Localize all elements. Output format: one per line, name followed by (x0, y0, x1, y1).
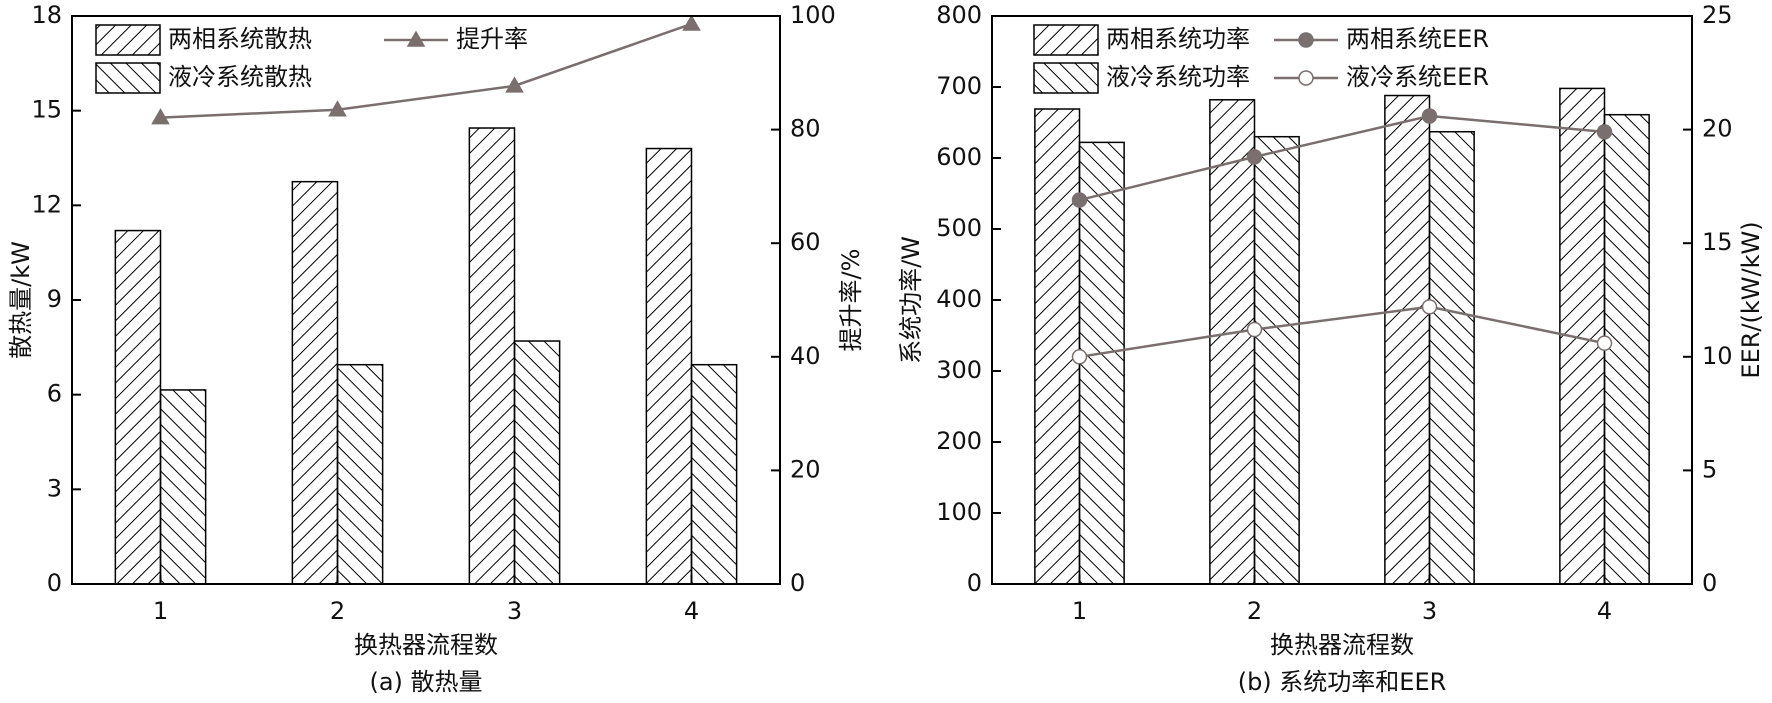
y-axis-label: 系统功率/W (897, 236, 925, 364)
bar (114, 229, 162, 585)
y-tick-label: 3 (47, 474, 62, 502)
y2-tick-label: 25 (1702, 1, 1733, 29)
bar (1034, 108, 1081, 585)
line-marker (328, 100, 347, 117)
y-tick-label: 12 (31, 190, 62, 218)
bar (1253, 135, 1300, 585)
y-axis-label: 散热量/kW (7, 241, 35, 359)
y-tick-label: 300 (936, 356, 982, 384)
bar (1078, 141, 1125, 585)
y-tick-label: 0 (47, 569, 62, 597)
legend-swatch (1033, 24, 1099, 56)
line-marker (682, 14, 701, 31)
y2-axis-label: EER/(kW/kW) (1737, 221, 1765, 378)
y-tick-label: 9 (47, 285, 62, 313)
y-tick-label: 500 (936, 214, 982, 242)
y-tick-label: 200 (936, 427, 982, 455)
line-marker (1071, 192, 1088, 208)
legend-label: 两相系统EER (1346, 25, 1489, 53)
y2-tick-label: 60 (790, 228, 821, 256)
y-tick-label: 6 (47, 380, 62, 408)
x-tick-label: 1 (1072, 597, 1087, 625)
x-tick-label: 4 (1597, 597, 1612, 625)
line-marker (1596, 124, 1613, 140)
bar (1603, 113, 1650, 585)
legend-swatch (95, 24, 161, 56)
line-marker (1071, 349, 1088, 365)
line-marker (1246, 321, 1263, 338)
bar (645, 147, 693, 585)
x-tick-label: 3 (507, 597, 522, 625)
bar (1209, 99, 1256, 585)
x-tick-label: 3 (1422, 597, 1437, 625)
legend-label: 液冷系统EER (1346, 63, 1489, 91)
y-tick-label: 100 (936, 498, 982, 526)
y2-tick-label: 0 (790, 569, 805, 597)
legend-marker (1298, 70, 1314, 86)
bar (336, 363, 384, 585)
y-tick-label: 400 (936, 285, 982, 313)
y2-tick-label: 15 (1702, 228, 1733, 256)
x-tick-label: 4 (684, 597, 699, 625)
chart-title: (a) 散热量 (369, 668, 482, 696)
x-axis-label: 换热器流程数 (354, 631, 498, 659)
x-tick-label: 1 (153, 597, 168, 625)
y-tick-label: 15 (31, 96, 62, 124)
line-series (160, 22, 692, 119)
legend-marker (1298, 32, 1314, 48)
legend-marker (406, 30, 426, 47)
bar (513, 340, 561, 585)
legend-label: 液冷系统散热 (168, 63, 312, 91)
legend-label: 两相系统散热 (168, 25, 312, 53)
y2-tick-label: 20 (1702, 115, 1733, 143)
line-marker (505, 76, 524, 93)
y2-axis-label: 提升率/% (837, 249, 865, 352)
chart-title: (b) 系统功率和EER (1238, 668, 1447, 696)
legend-label: 两相系统功率 (1106, 25, 1250, 53)
x-tick-label: 2 (1247, 597, 1262, 625)
line-marker (1421, 108, 1438, 124)
legend-swatch (95, 62, 161, 94)
line-series (1079, 114, 1605, 202)
line-marker (1246, 149, 1263, 165)
bar (690, 363, 738, 585)
x-axis-label: 换热器流程数 (1270, 631, 1414, 659)
legend-swatch (1033, 62, 1099, 94)
bar (468, 127, 516, 585)
line-marker (1421, 299, 1438, 315)
y2-tick-label: 0 (1702, 569, 1717, 597)
y-tick-label: 700 (936, 72, 982, 100)
bar (159, 389, 207, 585)
y2-tick-label: 5 (1702, 455, 1717, 483)
legend-label: 液冷系统功率 (1106, 63, 1250, 91)
line-marker (151, 108, 170, 125)
bar (291, 180, 339, 585)
bar (1428, 130, 1475, 585)
line-series (1079, 305, 1605, 359)
y-tick-label: 0 (967, 569, 982, 597)
y2-tick-label: 10 (1702, 342, 1733, 370)
y2-tick-label: 100 (790, 1, 836, 29)
y-tick-label: 18 (31, 1, 62, 29)
y2-tick-label: 20 (790, 455, 821, 483)
line-marker (1596, 335, 1613, 351)
legend-label: 提升率 (456, 25, 528, 53)
y-tick-label: 600 (936, 143, 982, 171)
y2-tick-label: 40 (790, 342, 821, 370)
y-tick-label: 800 (936, 1, 982, 29)
y2-tick-label: 80 (790, 115, 821, 143)
x-tick-label: 2 (330, 597, 345, 625)
bar (1384, 94, 1431, 585)
